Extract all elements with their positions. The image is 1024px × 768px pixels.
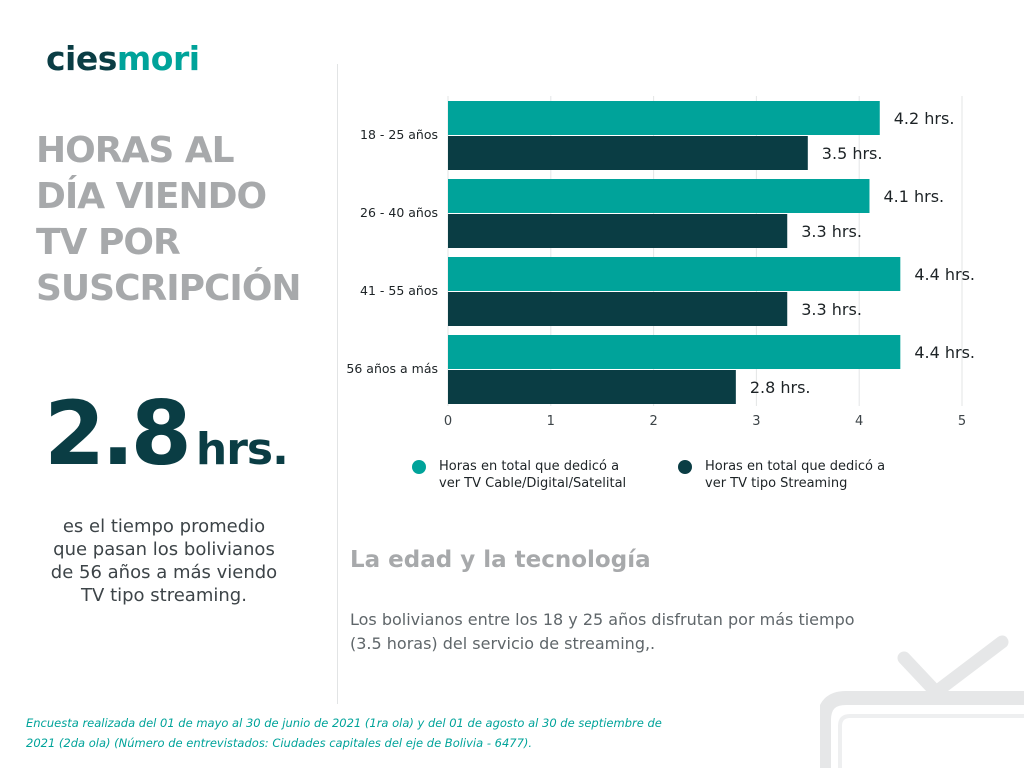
highlight-description: es el tiempo promedio que pasan los boli… xyxy=(30,515,298,607)
description-line: es el tiempo promedio xyxy=(62,516,266,537)
title-line: SUSCRIPCIÓN xyxy=(36,268,302,309)
x-tick-label: 2 xyxy=(649,414,657,429)
title-line: TV POR xyxy=(36,222,181,263)
y-category-label: 26 - 40 años xyxy=(360,205,438,220)
ciesmori-logo: ciesmori xyxy=(46,42,200,75)
bar-value-label: 3.3 hrs. xyxy=(801,222,862,241)
legend-label-streaming: Horas en total que dedicó a ver TV tipo … xyxy=(705,459,886,491)
page-title: HORAS AL DÍA VIENDO TV POR SUSCRIPCIÓN xyxy=(36,128,336,312)
bar-value-label: 3.5 hrs. xyxy=(822,144,883,163)
x-tick-label: 1 xyxy=(547,414,555,429)
x-tick-label: 0 xyxy=(444,414,452,429)
highlight-unit: hrs. xyxy=(195,424,289,475)
bar xyxy=(448,101,880,135)
vertical-divider xyxy=(337,64,338,704)
description-line: que pasan los bolivianos xyxy=(53,539,275,560)
bar-chart: 0 1 2 3 4 5 18 - 25 años 4.2 hrs. 3.5 hrs. 26 - 4… xyxy=(346,96,975,429)
bar xyxy=(448,292,788,326)
highlight-number: 2.8 xyxy=(44,382,192,485)
legend-label-cable: Horas en total que dedicó a ver TV Cable… xyxy=(439,459,627,491)
legend-item-cable: Horas en total que dedicó a ver TV Cable… xyxy=(412,458,659,492)
body-line: (3.5 horas) del servicio de streaming,. xyxy=(350,634,656,653)
bar xyxy=(448,257,901,291)
tv-icon xyxy=(820,635,1024,768)
logo-part-1: cies xyxy=(46,39,117,78)
bar-value-label: 3.3 hrs. xyxy=(801,300,862,319)
bar-value-label: 4.2 hrs. xyxy=(894,109,955,128)
y-category-label: 41 - 55 años xyxy=(360,283,438,298)
bar-value-label: 4.1 hrs. xyxy=(883,187,944,206)
legend-item-streaming: Horas en total que dedicó a ver TV tipo … xyxy=(678,458,925,492)
x-tick-label: 5 xyxy=(958,414,966,429)
bar xyxy=(448,370,736,404)
bar-value-label: 4.4 hrs. xyxy=(914,343,975,362)
x-tick-label: 3 xyxy=(752,414,760,429)
footnote-line: 2021 (2da ola) (Número de entrevistados:… xyxy=(26,736,533,750)
y-category-label: 56 años a más xyxy=(346,361,438,376)
footnote-line: Encuesta realizada del 01 de mayo al 30 … xyxy=(26,716,662,730)
body-line: Los bolivianos entre los 18 y 25 años di… xyxy=(350,610,855,629)
bar-value-label: 2.8 hrs. xyxy=(750,378,811,397)
footnote: Encuesta realizada del 01 de mayo al 30 … xyxy=(26,713,786,753)
title-line: DÍA VIENDO xyxy=(36,176,267,217)
bar xyxy=(448,136,808,170)
section-subheading: La edad y la tecnología xyxy=(350,547,651,573)
legend-swatch-cable xyxy=(412,460,426,474)
description-line: TV tipo streaming. xyxy=(81,585,247,606)
body-text: Los bolivianos entre los 18 y 25 años di… xyxy=(350,608,950,656)
highlight-stat: 2.8 hrs. xyxy=(44,382,289,485)
legend-swatch-streaming xyxy=(678,460,692,474)
bar xyxy=(448,179,870,213)
bar xyxy=(448,335,901,369)
bar-value-label: 4.4 hrs. xyxy=(914,265,975,284)
logo-part-2: mori xyxy=(116,39,200,78)
bar xyxy=(448,214,788,248)
description-line: de 56 años a más viendo xyxy=(50,562,278,583)
title-line: HORAS AL xyxy=(36,130,235,171)
y-category-label: 18 - 25 años xyxy=(360,127,438,142)
x-tick-label: 4 xyxy=(855,414,863,429)
